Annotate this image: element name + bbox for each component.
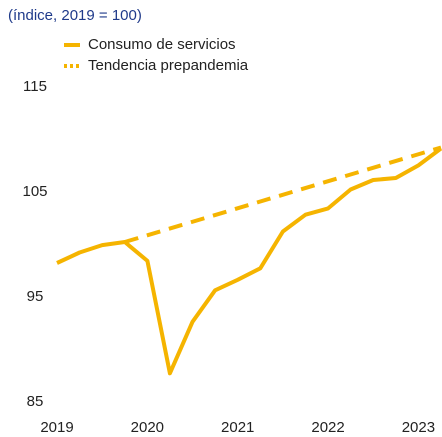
chart-title: (índice, 2019 = 100): [8, 7, 142, 24]
y-tick-label: 115: [23, 78, 47, 95]
x-tick-label: 2019: [40, 419, 73, 436]
x-tick-label: 2023: [402, 419, 435, 436]
x-tick-label: 2022: [311, 419, 344, 436]
x-tick-label: 2020: [131, 419, 164, 436]
series-line: [124, 145, 442, 244]
y-tick-label: 85: [27, 393, 44, 410]
x-tick-label: 2021: [221, 419, 254, 436]
series-line: [56, 146, 442, 376]
y-tick-label: 95: [27, 288, 44, 305]
legend-label: Consumo de servicios: [88, 36, 236, 53]
y-tick-label: 105: [22, 183, 47, 200]
legend-label: Tendencia prepandemia: [88, 57, 249, 74]
